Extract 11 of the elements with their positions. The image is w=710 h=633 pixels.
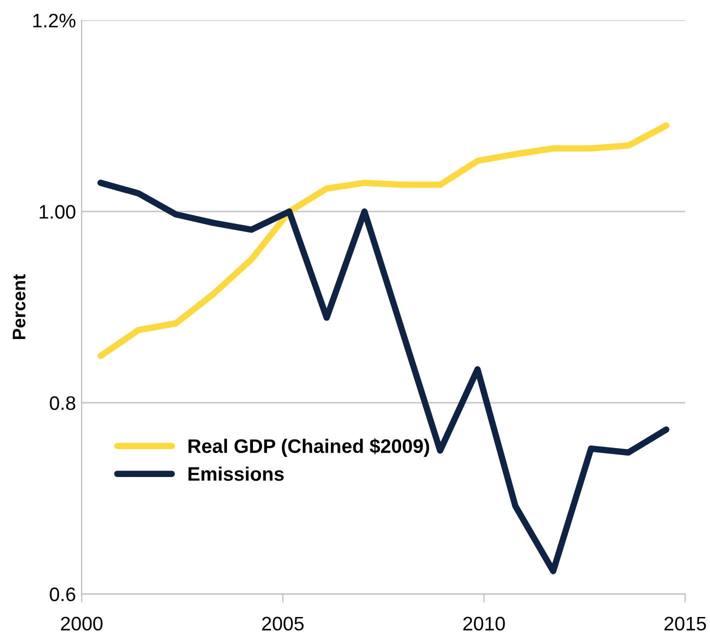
y-tick-label: 1.00	[40, 204, 76, 219]
x-tick-label: 2015	[664, 616, 706, 631]
legend-label: Real GDP (Chained $2009)	[188, 438, 430, 457]
x-tick-label: 2005	[262, 616, 304, 631]
legend-label: Emissions	[188, 466, 284, 481]
y-tick-label: 0.8	[50, 396, 76, 410]
x-tick-label: 2000	[61, 616, 103, 631]
y-tick-label: 0.6	[50, 587, 76, 602]
x-tick-label: 2010	[463, 616, 505, 631]
y-axis-title: Percent	[12, 274, 26, 340]
y-tick-label: 1.2%	[33, 14, 76, 28]
